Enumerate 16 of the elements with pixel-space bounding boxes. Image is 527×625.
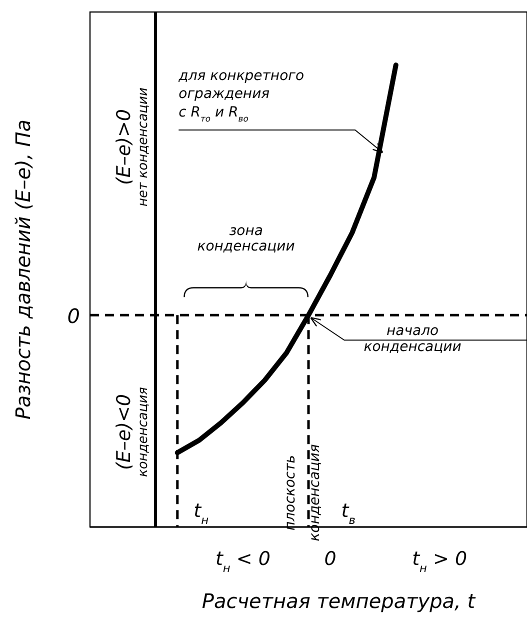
- x-axis-title: Расчетная температура, t: [202, 589, 476, 613]
- text: 0: [67, 304, 80, 328]
- annotation: зона конденсации: [197, 223, 295, 255]
- x-tick-label: t$_{н}$ < 0: [215, 548, 270, 575]
- annotation: (E–e)<0: [113, 394, 135, 470]
- y-axis-title: Разность давлений (E–e), Па: [11, 120, 35, 420]
- text: t$_{н}$: [194, 500, 210, 527]
- x-tick-label: 0: [324, 548, 336, 570]
- annotation: начало конденсации: [364, 323, 462, 356]
- annotation: для конкретного ограждения с R$_{то}$ и R$_{во}$: [178, 68, 304, 124]
- annotation: конденсация: [136, 386, 151, 478]
- text: t$_{в}$: [341, 500, 356, 527]
- annotation: плоскость конденсация: [282, 444, 323, 542]
- annotation: (E–e)>0: [113, 108, 135, 186]
- annotation: нет конденсации: [136, 88, 151, 206]
- x-tick-label: t$_{н}$ > 0: [412, 548, 468, 575]
